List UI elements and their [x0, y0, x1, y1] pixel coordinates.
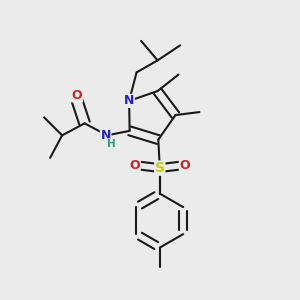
Text: N: N [100, 129, 111, 142]
Text: H: H [107, 139, 116, 149]
Text: S: S [155, 161, 165, 175]
Text: O: O [179, 159, 190, 172]
Text: O: O [130, 159, 140, 172]
Text: N: N [124, 94, 134, 107]
Text: O: O [72, 89, 83, 102]
